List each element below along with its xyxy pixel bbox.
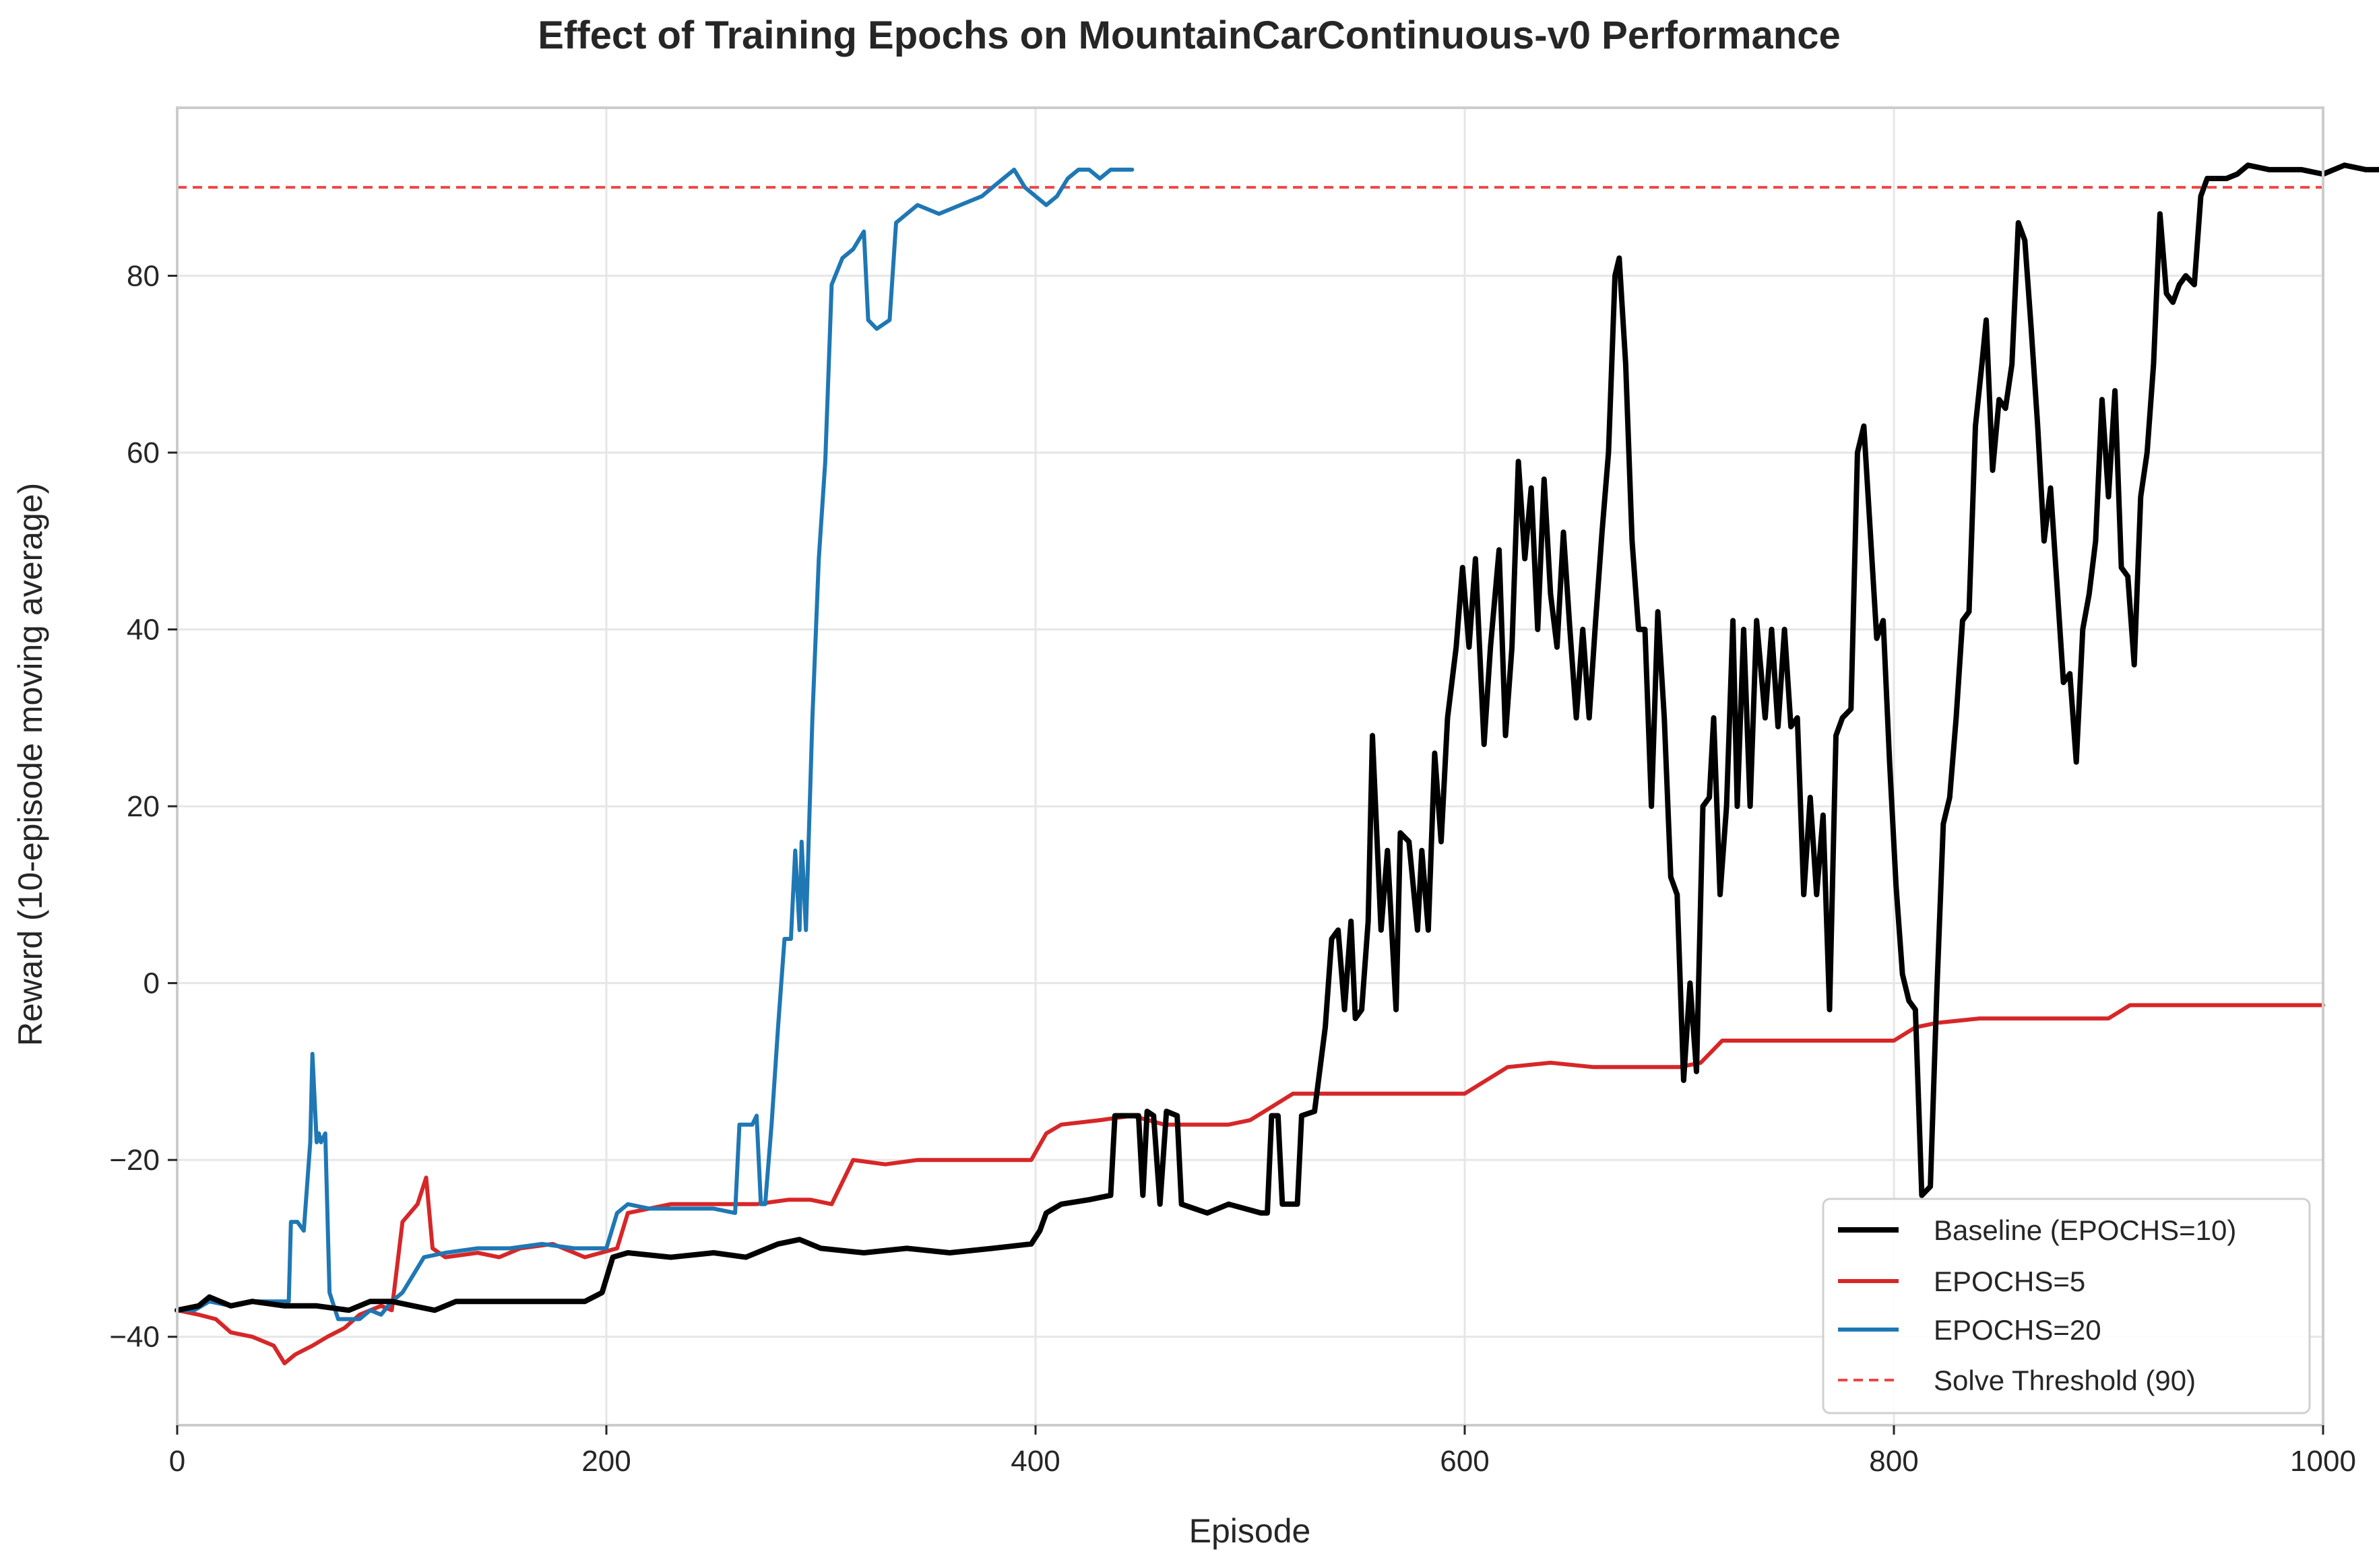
x-tick-label: 800 — [1869, 1445, 1918, 1478]
legend-box — [1822, 1198, 2311, 1414]
x-tick-label: 600 — [1440, 1445, 1489, 1478]
legend-label-threshold: Solve Threshold (90) — [1934, 1365, 2196, 1396]
baseline-series-line — [175, 162, 2379, 1313]
series-layer — [175, 162, 2379, 1366]
y-tick-label: −20 — [109, 1144, 160, 1177]
y-tick-label: 20 — [127, 790, 160, 823]
x-tick-label: 400 — [1011, 1445, 1060, 1478]
epochs20-series-line — [175, 167, 1135, 1321]
legend-label-epochs5: EPOCHS=5 — [1934, 1266, 2085, 1297]
y-tick-label: −40 — [109, 1321, 160, 1354]
legend-label-epochs20: EPOCHS=20 — [1934, 1314, 2101, 1346]
chart-title: Effect of Training Epochs on MountainCar… — [538, 13, 1840, 57]
x-tick-label: 200 — [581, 1445, 631, 1478]
y-tick-label: 0 — [144, 967, 160, 1000]
legend-label-baseline: Baseline (EPOCHS=10) — [1934, 1214, 2236, 1246]
x-axis-label: Episode — [1189, 1512, 1311, 1550]
ticks: 0 200 400 600 800 1000 −40 −20 0 20 40 60 80 — [109, 259, 2356, 1478]
y-tick-label: 80 — [127, 259, 160, 292]
x-tick-label: 1000 — [2290, 1445, 2356, 1478]
plot-frame — [176, 106, 2324, 1427]
y-tick-label: 40 — [127, 614, 160, 647]
legend: Baseline (EPOCHS=10) EPOCHS=5 EPOCHS=20 … — [1822, 1198, 2311, 1414]
y-tick-label: 60 — [127, 436, 160, 469]
y-axis-label: Reward (10-episode moving average) — [11, 483, 49, 1047]
x-tick-label: 0 — [169, 1445, 185, 1478]
